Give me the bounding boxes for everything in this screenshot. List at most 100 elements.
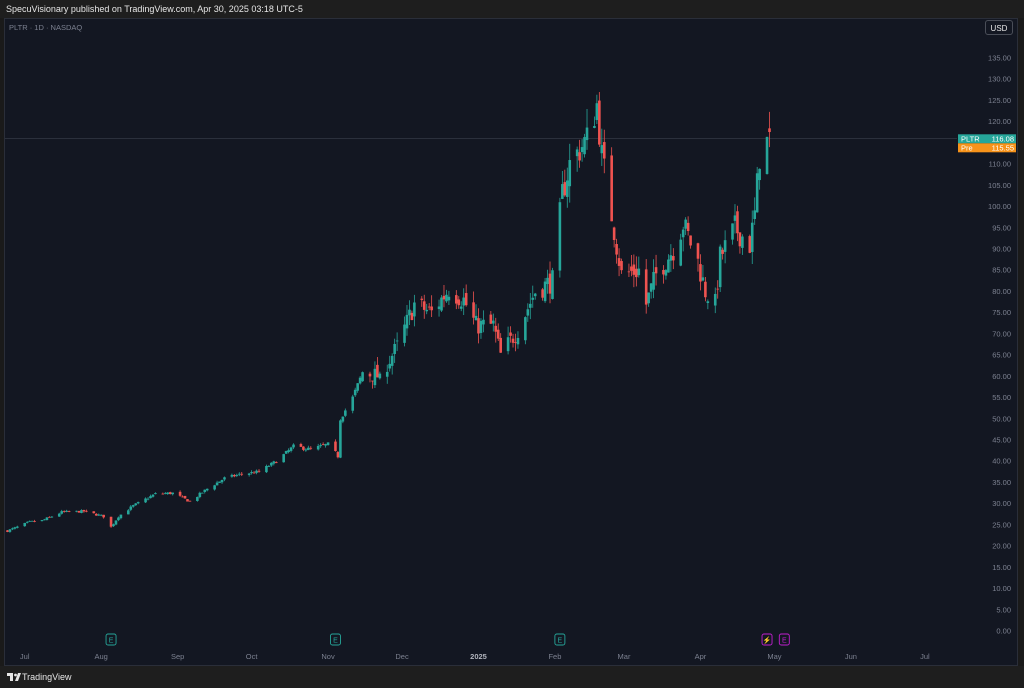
candle-body[interactable] <box>741 236 744 248</box>
candle-body[interactable] <box>321 444 325 446</box>
candle-body[interactable] <box>684 219 687 229</box>
candle-body[interactable] <box>316 445 320 450</box>
candle-body[interactable] <box>723 240 727 252</box>
candle-body[interactable] <box>255 470 258 473</box>
candle-body[interactable] <box>632 264 636 275</box>
candle-body[interactable] <box>620 261 623 271</box>
candle-body[interactable] <box>114 520 118 525</box>
candle-body[interactable] <box>102 514 105 518</box>
candle-body[interactable] <box>696 243 700 259</box>
earnings-event-icon[interactable] <box>330 633 341 646</box>
candle-body[interactable] <box>765 136 769 174</box>
candle-body[interactable] <box>422 301 426 310</box>
candle-body[interactable] <box>630 266 633 271</box>
candle-body[interactable] <box>496 329 500 339</box>
candle-body[interactable] <box>223 477 226 480</box>
earnings-event-icon[interactable] <box>761 633 773 646</box>
candle-body[interactable] <box>11 528 14 530</box>
candle-body[interactable] <box>368 373 372 377</box>
candle-body[interactable] <box>689 235 692 246</box>
candle-body[interactable] <box>166 492 170 495</box>
candle-body[interactable] <box>528 303 532 308</box>
candle-body[interactable] <box>220 479 224 483</box>
candle-body[interactable] <box>215 482 219 486</box>
candle-body[interactable] <box>524 317 527 341</box>
candle-body[interactable] <box>410 312 414 321</box>
candle-body[interactable] <box>109 516 113 527</box>
candle-body[interactable] <box>45 517 49 521</box>
candle-body[interactable] <box>425 309 429 312</box>
candle-body[interactable] <box>230 474 234 477</box>
candle-body[interactable] <box>413 302 416 317</box>
candle-body[interactable] <box>393 343 396 355</box>
candle-body[interactable] <box>533 293 537 297</box>
candle-body[interactable] <box>403 324 406 343</box>
candle-body[interactable] <box>112 524 115 527</box>
candle-body[interactable] <box>649 283 653 292</box>
candle-body[interactable] <box>16 526 19 528</box>
candle-body[interactable] <box>371 380 374 382</box>
candle-body[interactable] <box>499 337 502 353</box>
candle-body[interactable] <box>75 510 78 512</box>
candle-body[interactable] <box>270 462 273 466</box>
candle-body[interactable] <box>578 152 581 161</box>
candle-body[interactable] <box>48 516 51 518</box>
candle-body[interactable] <box>356 383 359 391</box>
candle-body[interactable] <box>593 125 596 128</box>
candle-body[interactable] <box>82 509 86 512</box>
candle-body[interactable] <box>627 271 631 273</box>
candle-body[interactable] <box>667 259 670 273</box>
candle-body[interactable] <box>6 530 9 532</box>
candle-body[interactable] <box>664 270 668 276</box>
candle-body[interactable] <box>378 373 382 379</box>
candle-body[interactable] <box>706 301 710 304</box>
candle-body[interactable] <box>307 447 310 451</box>
candle-body[interactable] <box>738 232 742 247</box>
candle-body[interactable] <box>267 466 271 467</box>
candle-body[interactable] <box>8 529 12 532</box>
candle-body[interactable] <box>721 249 724 254</box>
candle-body[interactable] <box>198 492 202 498</box>
candle-body[interactable] <box>551 270 554 299</box>
candle-body[interactable] <box>203 489 207 492</box>
candle-body[interactable] <box>408 309 411 316</box>
candle-body[interactable] <box>23 522 27 527</box>
candle-body[interactable] <box>339 420 342 458</box>
candle-body[interactable] <box>716 288 720 290</box>
candle-body[interactable] <box>672 256 675 261</box>
candle-body[interactable] <box>25 521 29 523</box>
candle-body[interactable] <box>284 451 288 454</box>
candle-body[interactable] <box>479 320 483 333</box>
candle-body[interactable] <box>326 442 330 446</box>
candle-body[interactable] <box>459 306 463 309</box>
candle-body[interactable] <box>77 510 81 513</box>
candle-body[interactable] <box>373 368 377 386</box>
candle-body[interactable] <box>235 474 239 476</box>
candle-body[interactable] <box>178 491 182 496</box>
candle-body[interactable] <box>390 355 394 366</box>
candle-body[interactable] <box>247 473 251 475</box>
candle-body[interactable] <box>580 147 584 153</box>
candle-body[interactable] <box>748 236 752 253</box>
candle-body[interactable] <box>491 320 495 324</box>
candle-body[interactable] <box>218 481 221 483</box>
candle-body[interactable] <box>563 182 567 196</box>
candle-body[interactable] <box>531 297 535 300</box>
candle-body[interactable] <box>62 511 66 512</box>
candle-body[interactable] <box>681 229 685 238</box>
candle-body[interactable] <box>85 510 88 512</box>
candle-body[interactable] <box>385 371 389 377</box>
candle-body[interactable] <box>292 444 295 448</box>
candle-body[interactable] <box>731 223 734 240</box>
candle-body[interactable] <box>146 498 150 500</box>
candle-body[interactable] <box>718 246 722 288</box>
candle-body[interactable] <box>144 498 147 503</box>
earnings-event-icon[interactable] <box>554 633 566 646</box>
candle-body[interactable] <box>445 294 448 302</box>
candle-body[interactable] <box>430 306 433 311</box>
candle-body[interactable] <box>543 281 547 302</box>
candle-body[interactable] <box>334 441 337 452</box>
candle-body[interactable] <box>149 496 152 499</box>
candle-body[interactable] <box>351 396 355 411</box>
